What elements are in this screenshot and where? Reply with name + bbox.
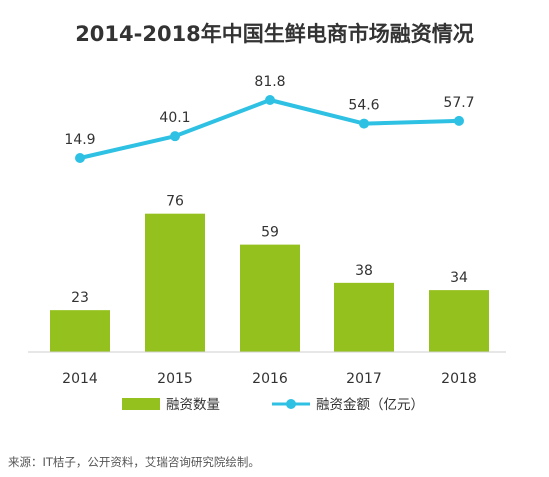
- line-value-label: 54.6: [348, 98, 379, 114]
- legend-line-marker: [286, 399, 296, 409]
- line-point: [454, 115, 464, 126]
- line-value-label: 40.1: [159, 110, 190, 126]
- source-note: 来源：IT桔子，公开资料，艾瑞咨询研究院绘制。: [8, 455, 260, 469]
- line-point: [265, 95, 275, 105]
- bar: [334, 282, 394, 352]
- line-point: [75, 153, 85, 163]
- legend-line-label: 融资金额（亿元）: [316, 397, 424, 413]
- chart-title: 2014-2018年中国生鲜电商市场融资情况: [75, 22, 474, 46]
- x-tick-label: 2016: [252, 371, 288, 387]
- line-series: [79, 98, 460, 160]
- x-tick-label: 2018: [441, 371, 477, 387]
- bar: [50, 310, 110, 352]
- legend-bar-label: 融资数量: [166, 397, 220, 413]
- bar: [240, 244, 300, 352]
- bar-value-label: 38: [355, 263, 373, 279]
- bar: [429, 290, 489, 352]
- x-tick-label: 2014: [62, 371, 98, 387]
- line-value-label: 14.9: [64, 132, 95, 148]
- x-tick-label: 2015: [157, 371, 193, 387]
- line-point: [359, 118, 369, 129]
- bar-value-label: 23: [71, 290, 89, 306]
- line-value-label: 81.8: [254, 74, 285, 90]
- bar-value-label: 76: [166, 194, 184, 210]
- line-point: [170, 131, 180, 142]
- x-tick-label: 2017: [346, 371, 382, 387]
- line-value-label: 57.7: [443, 95, 474, 111]
- bar-value-label: 34: [450, 270, 468, 286]
- legend-bar-swatch: [122, 398, 160, 410]
- bar: [145, 213, 205, 352]
- bar-value-label: 59: [261, 225, 279, 241]
